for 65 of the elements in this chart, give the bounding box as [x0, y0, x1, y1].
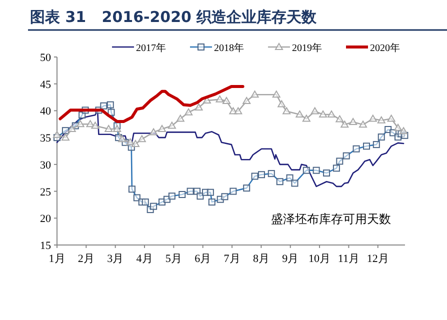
x-tick-label: 12月 [366, 253, 389, 265]
x-tick-label: 5月 [165, 253, 182, 265]
legend-label: 2019年 [292, 42, 322, 54]
point [278, 100, 286, 108]
x-tick-label: 9月 [282, 253, 299, 265]
point [86, 120, 94, 128]
point [319, 110, 328, 118]
point [296, 110, 304, 118]
point [302, 114, 310, 122]
point [282, 107, 291, 114]
point [176, 114, 184, 122]
point [272, 90, 280, 98]
point [194, 103, 203, 110]
point [91, 122, 100, 129]
point [222, 97, 230, 104]
x-tick-label: 1月 [48, 253, 66, 265]
point [184, 108, 193, 116]
point [131, 140, 140, 148]
x-tick-label: 4月 [136, 253, 153, 265]
y-tick-label: 35 [40, 132, 52, 145]
point [126, 138, 134, 146]
x-tick-label: 7月 [224, 253, 240, 265]
point [368, 114, 377, 122]
y-tick-label: 40 [40, 106, 52, 118]
point [118, 135, 126, 142]
point [150, 128, 158, 136]
point [216, 95, 224, 102]
y-tick-label: 45 [40, 78, 52, 91]
x-tick-label: 10月 [308, 253, 331, 265]
point [234, 107, 242, 114]
point [76, 120, 84, 128]
point [113, 124, 122, 132]
y-tick-label: 50 [40, 52, 52, 64]
point [394, 124, 402, 131]
point [168, 122, 176, 129]
point [61, 134, 70, 141]
x-tick-label: 8月 [252, 253, 270, 265]
point [387, 114, 396, 122]
point [336, 115, 344, 122]
point [250, 90, 259, 98]
point [340, 120, 349, 128]
legend-label: 2017年 [136, 42, 166, 54]
point [377, 116, 386, 124]
x-tick-label: 6月 [194, 253, 212, 265]
point [68, 124, 76, 132]
x-tick-label: 11月 [338, 253, 360, 265]
point [138, 135, 146, 142]
point [349, 118, 358, 125]
y-tick-label: 25 [40, 186, 52, 198]
annotation: 盛泽坯布库存可用天数 [271, 212, 391, 226]
chart-title: 图表 31 2016-2020 织造企业库存天数 [30, 8, 318, 26]
point [310, 107, 319, 114]
point [358, 120, 367, 128]
point [327, 110, 336, 118]
legend-label: 2018年 [214, 42, 244, 54]
y-tick-label: 30 [40, 159, 52, 172]
x-tick-label: 3月 [107, 253, 124, 265]
point [400, 127, 408, 134]
y-tick-label: 15 [40, 240, 52, 252]
legend-label: 2020年 [370, 42, 400, 54]
point [242, 97, 251, 104]
x-tick-label: 2月 [78, 253, 94, 265]
y-tick-label: 20 [40, 213, 52, 226]
point [104, 124, 113, 132]
point [158, 124, 166, 132]
